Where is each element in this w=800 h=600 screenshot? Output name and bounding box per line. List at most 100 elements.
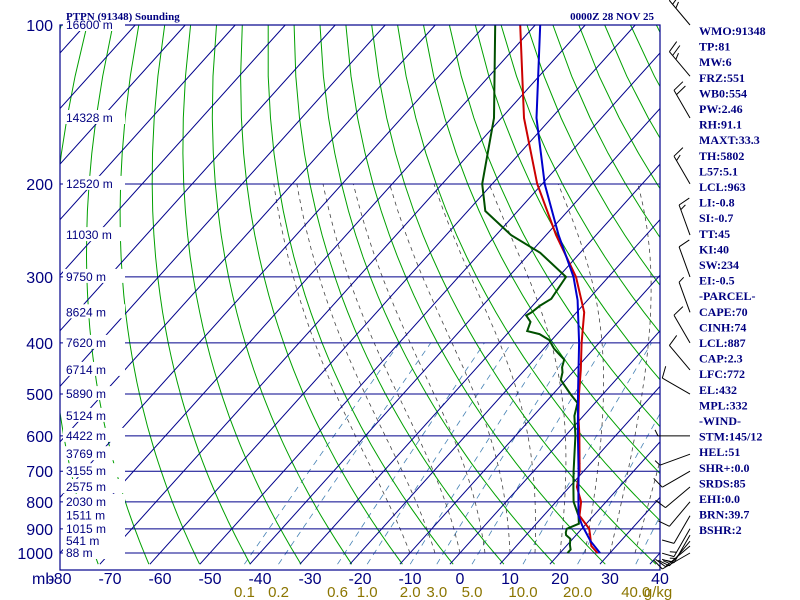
height-label: 88 m	[66, 546, 93, 560]
isotherm-line	[60, 25, 536, 554]
sounding-index: SW:234	[699, 258, 739, 272]
height-label-bg	[63, 334, 125, 349]
wind-barbs	[653, 0, 691, 570]
height-label: 3769 m	[66, 447, 106, 461]
wind-barb-flag	[676, 154, 681, 161]
height-label: 541 m	[66, 534, 99, 548]
wind-barb-shaft	[669, 0, 691, 26]
isotherm-line	[99, 25, 586, 565]
mixing-ratio-line	[436, 342, 575, 565]
moist-adiabat-line	[296, 183, 436, 554]
wind-barb-shaft	[678, 282, 691, 313]
wind-barb-flag	[668, 335, 678, 346]
dry-adiabat-line	[240, 25, 403, 565]
height-label: 2575 m	[66, 480, 106, 494]
wind-barb	[668, 335, 691, 371]
wind-barb	[661, 515, 691, 544]
sounding-index: LI:-0.8	[699, 196, 735, 210]
wind-barb-flag	[654, 460, 661, 466]
pressure-ticks: 100 200 300 400 500 600 700 800 900 1000	[17, 18, 53, 563]
isotherm-line	[60, 25, 386, 388]
wind-barb	[673, 81, 691, 119]
isotherm-line	[349, 218, 660, 565]
wind-barb-shaft	[659, 453, 691, 466]
sounding-index: PW:2.46	[699, 102, 743, 116]
sounding-profiles	[481, 25, 601, 554]
wind-barb	[661, 366, 691, 395]
wind-barb-shaft	[678, 246, 691, 278]
wind-barb	[653, 470, 691, 488]
sounding-index: MAXT:33.3	[699, 133, 760, 147]
sounding-index: CINH:74	[699, 320, 746, 334]
wind-barb	[673, 147, 691, 185]
height-label-bg	[63, 427, 125, 442]
wind-barb-shaft	[669, 51, 691, 77]
height-label-bg	[63, 361, 125, 376]
sounding-index: LFC:772	[699, 367, 745, 381]
height-label: 14328 m	[66, 111, 113, 125]
station-title: PTPN (91348) Sounding	[66, 11, 180, 23]
sounding-index: CAP:2.3	[699, 352, 743, 366]
wind-barb-flag	[653, 477, 663, 488]
wind-barb	[678, 197, 691, 236]
mixing-ratio-ticks: 0.1 0.2 0.6 1.0 2.0 3.0 5.0 10.0 20.0 40.0g/kg	[234, 584, 672, 600]
sounding-index: TH:5802	[699, 149, 744, 163]
mixing-ratio-line	[244, 342, 400, 565]
sounding-index: LCL:887	[699, 336, 746, 350]
dry-adiabat-line	[211, 25, 353, 565]
wind-barb-flag	[672, 0, 677, 5]
sounding-index: EHI:0.0	[699, 492, 740, 506]
temperature-tick-label: -30	[298, 571, 321, 588]
sounding-index: TP:81	[699, 40, 730, 54]
wind-barb-flag	[658, 559, 670, 567]
temperature-tick-label: 30	[601, 571, 619, 588]
temperature-tick-label: -50	[198, 571, 221, 588]
height-label: 8624 m	[66, 305, 106, 319]
wind-barb-flag	[661, 552, 675, 558]
dry-adiabat-line	[423, 25, 660, 475]
wind-barb-shaft	[665, 486, 691, 508]
wind-barb-shaft	[673, 515, 691, 544]
wind-barb-flag	[678, 239, 690, 248]
isotherm-line	[249, 107, 660, 565]
height-label-bg	[63, 545, 125, 559]
mixing-ratio-line	[635, 515, 660, 565]
sounding-index: EI:-0.5	[699, 274, 735, 288]
temperature-tick-label: -80	[48, 571, 71, 588]
wind-barb-flag	[673, 147, 684, 157]
dewpoint-profile	[481, 25, 580, 554]
mixing-ratio-line	[409, 342, 551, 565]
pressure-tick-label: 700	[26, 464, 53, 481]
sounding-index: KI:40	[699, 242, 729, 256]
dry-adiabat-line	[319, 25, 555, 565]
mixing-ratio-tick-label: 20.0	[563, 584, 592, 600]
sounding-index: WMO:91348	[699, 24, 766, 38]
height-label-bg	[63, 407, 125, 422]
pressure-tick-label: 400	[26, 336, 53, 353]
wind-barb-shaft	[678, 204, 691, 236]
height-label-bg	[63, 386, 125, 401]
pressure-tick-label: 600	[26, 429, 53, 446]
parcel-profile	[535, 25, 601, 554]
height-label-bg	[63, 520, 125, 535]
wind-barb	[661, 534, 691, 564]
wind-barb-shaft	[673, 314, 691, 344]
mixing-ratio-line	[522, 342, 652, 565]
moist-adiabat-line	[634, 459, 660, 554]
temperature-tick-label: -60	[148, 571, 171, 588]
dry-adiabat-line	[182, 25, 302, 565]
temperature-tick-label: -10	[398, 571, 421, 588]
wind-barb-shaft	[673, 528, 691, 557]
mixing-ratio-tick-label: 0.1	[234, 584, 255, 600]
x-axis-label: mb	[32, 571, 54, 588]
height-label: 7620 m	[66, 336, 106, 350]
wind-barb-flag	[661, 558, 675, 564]
dry-adiabat-line	[267, 25, 454, 565]
height-labels: 16600 m 14328 m 12520 m 11030 m 9750 m 8624 m…	[63, 17, 125, 560]
wind-barb-shaft	[673, 155, 691, 185]
temperature-tick-label: 0	[456, 571, 465, 588]
pressure-tick-label: 200	[26, 177, 53, 194]
wind-barb	[661, 528, 691, 558]
